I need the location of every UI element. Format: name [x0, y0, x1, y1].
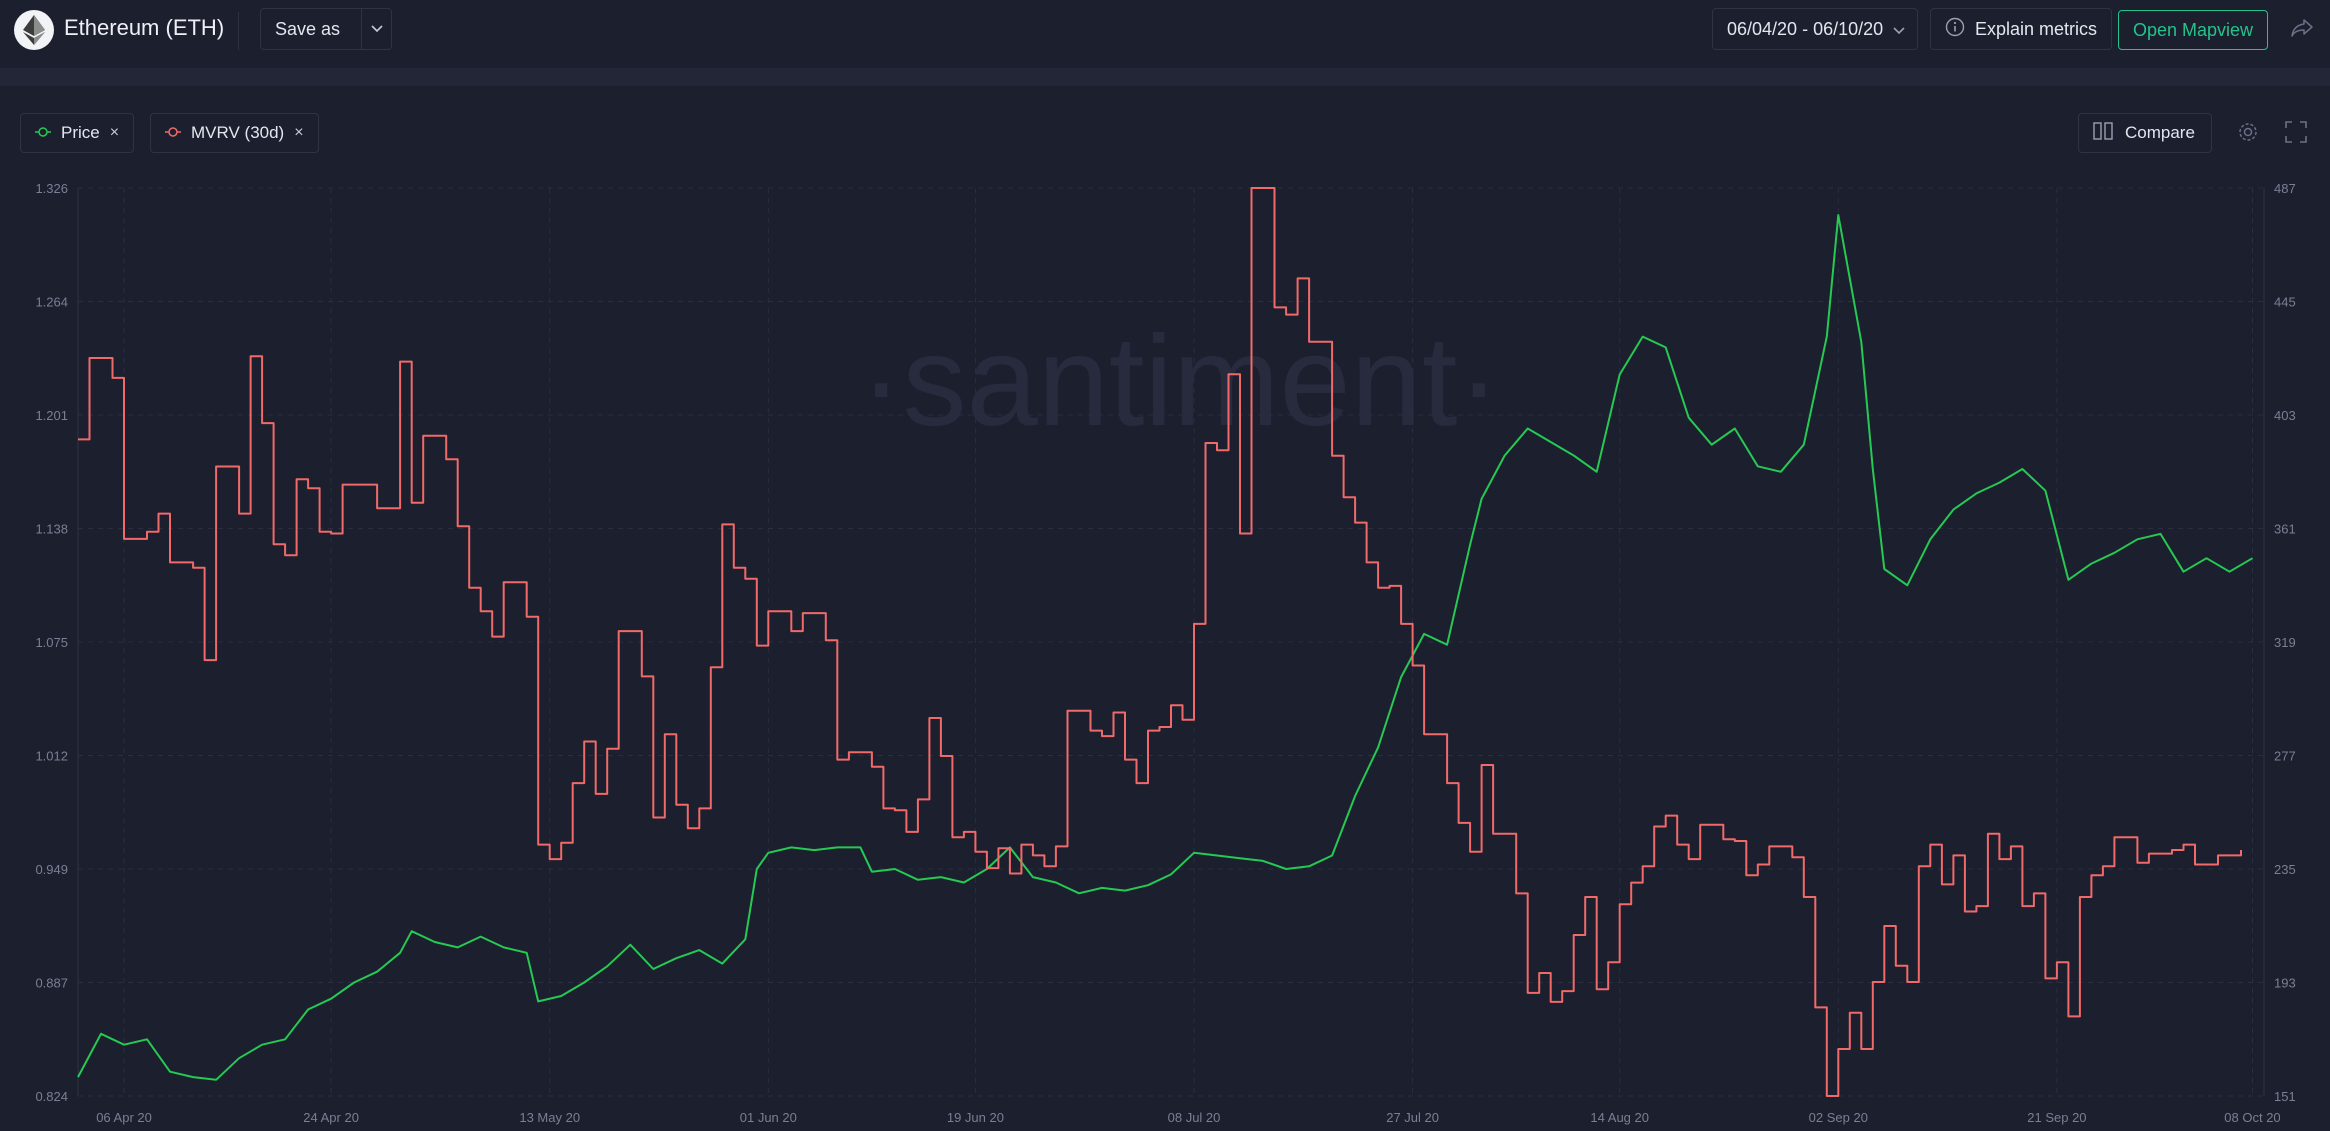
- price-series-line: [77, 214, 2254, 1081]
- x-tick-label: 24 Apr 20: [303, 1110, 359, 1125]
- metric-label-price: Price: [61, 123, 100, 142]
- close-icon[interactable]: ×: [109, 124, 120, 141]
- y-left-tick-label: 1.326: [35, 181, 68, 196]
- save-as-separator: [361, 9, 362, 49]
- y-left-tick-label: 1.138: [35, 522, 68, 537]
- y-left-tick-label: 0.887: [35, 976, 68, 991]
- chart-grid: [77, 187, 2265, 1097]
- gear-icon[interactable]: [2236, 120, 2260, 149]
- x-tick-label: 08 Oct 20: [2224, 1110, 2280, 1125]
- y-right-tick-label: 361: [2274, 522, 2296, 537]
- chart-series: [77, 187, 2254, 1097]
- compare-label: Compare: [2125, 123, 2195, 142]
- x-tick-label: 08 Jul 20: [1168, 1110, 1221, 1125]
- save-as-button[interactable]: Save as: [260, 8, 392, 50]
- explain-metrics-button[interactable]: Explain metrics: [1930, 8, 2112, 50]
- x-axis: 06 Apr 20 24 Apr 20 13 May 20 01 Jun 20 19 J…: [96, 1110, 2280, 1125]
- y-left-tick-label: 0.824: [35, 1089, 68, 1104]
- y-left-tick-label: 1.075: [35, 635, 68, 650]
- y-left-tick-label: 0.949: [35, 862, 68, 877]
- metric-chip-mvrv[interactable]: MVRV (30d) ×: [150, 113, 319, 153]
- top-bar: Ethereum (ETH) Save as 06/04/20 - 06/10/…: [0, 0, 2330, 60]
- y-right-tick-label: 151: [2274, 1089, 2296, 1104]
- y-axis-right: 487 445 403 361 319 277 235 193 151: [2274, 181, 2296, 1104]
- x-tick-label: 02 Sep 20: [1809, 1110, 1868, 1125]
- y-right-tick-label: 319: [2274, 635, 2296, 650]
- y-right-tick-label: 193: [2274, 976, 2296, 991]
- price-legend-icon: [35, 123, 51, 143]
- metrics-chart[interactable]: ·santiment· 1.326 1.264 1.201 1.138 1.075 1.0…: [0, 170, 2330, 1131]
- mvrv-legend-icon: [165, 123, 181, 143]
- x-tick-label: 14 Aug 20: [1590, 1110, 1649, 1125]
- open-mapview-button[interactable]: Open Mapview: [2118, 10, 2268, 50]
- header-band: [0, 68, 2330, 86]
- metric-label-mvrv: MVRV (30d): [191, 123, 285, 142]
- close-icon[interactable]: ×: [294, 124, 304, 141]
- x-tick-label: 01 Jun 20: [740, 1110, 797, 1125]
- ethereum-logo-icon: [14, 10, 54, 50]
- metric-chip-price[interactable]: Price ×: [20, 113, 135, 153]
- y-left-tick-label: 1.264: [35, 295, 68, 310]
- date-range-picker[interactable]: 06/04/20 - 06/10/20: [1712, 8, 1918, 50]
- x-tick-label: 13 May 20: [519, 1110, 580, 1125]
- x-tick-label: 27 Jul 20: [1386, 1110, 1439, 1125]
- y-axis-left: 1.326 1.264 1.201 1.138 1.075 1.012 0.949 0.887…: [35, 181, 68, 1104]
- y-left-tick-label: 1.012: [35, 749, 68, 764]
- santiment-watermark: ·santiment·: [860, 310, 1500, 453]
- share-icon[interactable]: [2290, 18, 2314, 43]
- save-as-label: Save as: [275, 18, 341, 39]
- x-tick-label: 19 Jun 20: [947, 1110, 1004, 1125]
- explain-metrics-label: Explain metrics: [1975, 18, 2098, 39]
- chevron-down-icon[interactable]: [362, 25, 391, 33]
- y-right-tick-label: 235: [2274, 862, 2296, 877]
- y-right-tick-label: 445: [2274, 295, 2296, 310]
- info-icon: [1945, 17, 1965, 42]
- y-right-tick-label: 403: [2274, 408, 2296, 423]
- mvrv-series-line: [78, 187, 2242, 1097]
- compare-button[interactable]: Compare: [2078, 113, 2212, 153]
- y-right-tick-label: 487: [2274, 181, 2296, 196]
- asset-title[interactable]: Ethereum (ETH): [64, 15, 225, 40]
- date-range-value: 06/04/20 - 06/10/20: [1727, 18, 1884, 39]
- x-tick-label: 21 Sep 20: [2027, 1110, 2086, 1125]
- compare-icon: [2093, 121, 2113, 145]
- x-tick-label: 06 Apr 20: [96, 1110, 152, 1125]
- chevron-down-icon: [1893, 19, 1905, 40]
- y-left-tick-label: 1.201: [35, 408, 68, 423]
- header-divider: [238, 12, 239, 50]
- y-right-tick-label: 277: [2274, 749, 2296, 764]
- fullscreen-icon[interactable]: [2284, 120, 2308, 149]
